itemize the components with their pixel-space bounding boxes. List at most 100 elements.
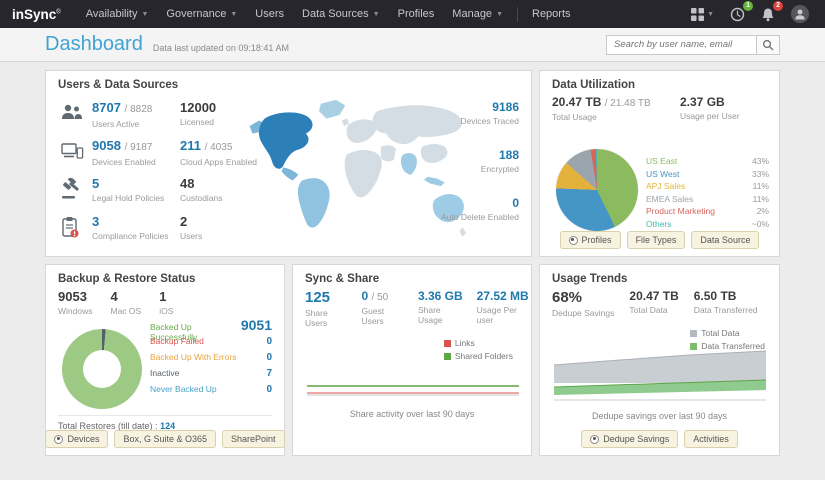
notifications-count-badge: 2 <box>773 0 783 11</box>
legend-item: Backup Failed 0 <box>150 336 272 347</box>
radio-selected-icon <box>590 434 600 444</box>
search-input[interactable] <box>606 34 756 55</box>
chevron-down-icon: ▼ <box>372 10 380 18</box>
chevron-down-icon: ▼ <box>496 10 503 18</box>
nav-item-data-sources[interactable]: Data Sources ▼ <box>302 8 380 20</box>
chart-caption: Share activity over last 90 days <box>349 409 475 419</box>
legend-item: APJ Sales 11% <box>646 181 769 191</box>
toggle-data-source[interactable]: Data Source <box>691 231 760 249</box>
legend-item: EMEA Sales 11% <box>646 193 769 204</box>
app-logo[interactable]: inSync® <box>12 6 61 22</box>
chart-caption: Dedupe savings over last 90 days <box>591 411 728 421</box>
nav-divider <box>517 6 518 22</box>
users-group-icon <box>60 101 92 129</box>
legend-item: US East 43% <box>646 156 769 166</box>
data-utilization-pie <box>556 149 638 231</box>
stat-share-usage: 3.36 GB Share Usage <box>417 289 463 326</box>
radio-selected-icon <box>568 235 578 245</box>
page-title: Dashboard <box>45 33 143 55</box>
search-button[interactable] <box>756 34 780 55</box>
data-utilization-panel: Data Utilization 20.47 TB / 21.48 TB Tot… <box>539 70 780 257</box>
registered-mark: ® <box>56 9 61 15</box>
devices-icon <box>60 139 92 167</box>
sync-stats: 125 Share Users 0 / 50 Guest Users 3.36 GB… <box>305 289 531 329</box>
usage-stats: 68% Dedupe Savings 20.47 TB Total Data 6.5… <box>552 289 758 319</box>
nav-item-reports[interactable]: Reports <box>532 8 571 20</box>
nav-item-profiles[interactable]: Profiles <box>397 8 435 20</box>
sync-legend: Links Shared Folders <box>443 337 513 363</box>
stat-encrypted: 188 Encrypted <box>480 148 519 175</box>
user-avatar[interactable] <box>791 5 809 23</box>
toggle-file-types[interactable]: File Types <box>626 231 686 249</box>
legend-item: Product Marketing 2% <box>646 206 769 216</box>
users-data-sources-panel: Users & Data Sources 8707 / 8828 Users Ac… <box>45 70 532 257</box>
stat-macos: 4 Mac OS <box>110 289 142 317</box>
nav-item-manage[interactable]: Manage ▼ <box>452 8 503 20</box>
panel-title: Data Utilization <box>552 79 636 91</box>
top-nav-bar: inSync® Availability ▼ Governance ▼ Users … <box>0 0 825 28</box>
stat-auto-delete: 0 Auto Delete Enabled <box>441 196 519 223</box>
toggle-activities[interactable]: Activities <box>684 430 738 448</box>
total-restores: Total Restores (till date) : 124 <box>58 415 272 431</box>
legend-item: Backed Up Successfully 9051 <box>150 317 272 342</box>
alerts-count-badge: 1 <box>743 0 753 11</box>
panel-title: Users & Data Sources <box>58 79 179 91</box>
stat-row-legal-hold: 5 Legal Hold Policies 48 Custodians <box>60 177 272 205</box>
legend-item-shared-folders: Shared Folders <box>443 350 513 363</box>
chevron-down-icon: ▼ <box>230 10 238 18</box>
activity-alerts-button[interactable]: 1 <box>730 0 753 22</box>
person-icon <box>795 9 805 20</box>
legend-item-links: Links <box>443 337 513 350</box>
page-header: Dashboard Data last updated on 09:18:41 … <box>0 28 825 62</box>
radio-selected-icon <box>54 434 64 444</box>
toggle-sharepoint[interactable]: SharePoint <box>222 430 285 448</box>
dedupe-trend-chart <box>550 327 771 410</box>
nav-item-users[interactable]: Users <box>255 8 285 20</box>
share-activity-chart <box>303 331 523 410</box>
data-utilization-view-toggle: Profiles File Types Data Source <box>540 231 779 249</box>
backup-restore-panel: Backup & Restore Status 9053 Windows 4 Mac… <box>45 264 285 456</box>
legend-item: Never Backed Up 0 <box>150 384 272 395</box>
stat-row-devices: 9058 / 9187 Devices Enabled 211 / 4035 Clo… <box>60 139 272 167</box>
clock-icon <box>730 7 745 21</box>
search-icon <box>762 39 774 50</box>
legend-item: Backed Up With Errors 0 <box>150 352 272 363</box>
bell-icon <box>762 8 774 21</box>
toggle-box-gsuite-o365[interactable]: Box, G Suite & O365 <box>114 430 217 448</box>
toggle-devices[interactable]: Devices <box>45 430 109 448</box>
device-trace-stats: 9186 Devices Traced 188 Encrypted 0 Auto De… <box>427 101 519 245</box>
data-utilization-legend: US East 43% US West 33% APJ Sales 11% EMEA … <box>646 155 769 230</box>
usage-legend: Total Data Data Transferred <box>690 327 765 353</box>
backup-os-stats: 9053 Windows 4 Mac OS 1 iOS <box>58 289 173 317</box>
backup-status-legend: Backed Up Successfully 9051 Backup Failed… <box>150 317 272 400</box>
data-utilization-stats: 20.47 TB / 21.48 TB Total Usage 2.37 GB … <box>552 95 740 123</box>
usage-trends-panel: Usage Trends 68% Dedupe Savings 20.47 TB T… <box>539 264 780 456</box>
search-bar <box>606 34 780 55</box>
nav-item-availability[interactable]: Availability ▼ <box>85 8 149 20</box>
legend-swatch <box>443 353 451 360</box>
gavel-icon <box>60 176 92 205</box>
world-map <box>244 97 469 254</box>
usage-view-toggle: Dedupe Savings Activities <box>540 430 779 448</box>
nav-item-governance[interactable]: Governance ▼ <box>166 8 238 20</box>
toggle-profiles[interactable]: Profiles <box>559 231 621 249</box>
panel-title: Sync & Share <box>305 273 380 285</box>
stat-total-usage: 20.47 TB / 21.48 TB Total Usage <box>552 95 651 123</box>
toggle-dedupe-savings[interactable]: Dedupe Savings <box>581 430 679 448</box>
nav-right-icons: ▼ 1 2 <box>691 0 813 23</box>
legend-swatch <box>690 343 698 350</box>
legend-item: Inactive 7 <box>150 368 272 379</box>
stat-row-compliance: 3 Compliance Policies 2 Users <box>60 215 272 243</box>
stat-dedupe-savings: 68% Dedupe Savings <box>552 289 615 319</box>
compliance-clipboard-icon <box>60 215 92 243</box>
legend-item-total-data: Total Data <box>690 327 765 340</box>
apps-menu-button[interactable]: ▼ <box>691 7 714 21</box>
stat-total-data: 20.47 TB Total Data <box>629 289 679 316</box>
sync-share-panel: Sync & Share 125 Share Users 0 / 50 Guest … <box>292 264 532 456</box>
backup-view-toggle: Devices Box, G Suite & O365 SharePoint <box>45 430 285 448</box>
stat-devices-traced: 9186 Devices Traced <box>460 100 519 127</box>
chevron-down-icon: ▼ <box>141 10 149 18</box>
notifications-button[interactable]: 2 <box>761 0 783 22</box>
panel-title: Backup & Restore Status <box>58 273 196 285</box>
